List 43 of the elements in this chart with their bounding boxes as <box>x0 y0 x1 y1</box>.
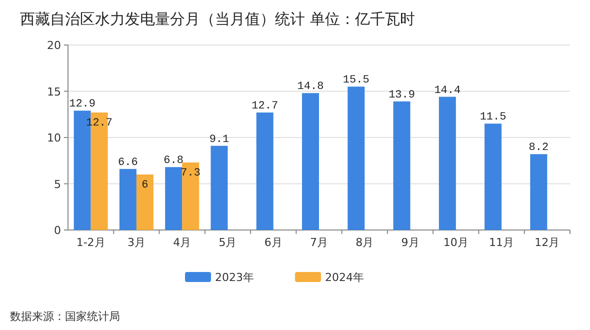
data-label: 14.8 <box>297 81 324 94</box>
x-tick-label: 6月 <box>264 236 282 249</box>
bar <box>119 168 136 230</box>
data-label: 9.1 <box>209 134 230 146</box>
x-tick-label: 4月 <box>173 236 192 249</box>
data-label: 14.4 <box>434 84 462 97</box>
x-tick-label: 3月 <box>127 236 146 249</box>
data-label: 13.9 <box>388 89 415 102</box>
x-tick-label: 11月 <box>489 236 514 249</box>
x-tick-label: 1-2月 <box>76 236 106 249</box>
source-note: 数据来源：国家统计局 <box>10 310 120 323</box>
x-tick-label: 10月 <box>443 236 468 249</box>
y-tick-label: 20 <box>47 39 61 52</box>
data-label: 6.6 <box>118 156 138 169</box>
legend-label: 2024年 <box>325 271 364 284</box>
data-label: 12.7 <box>252 100 278 113</box>
data-label: 6 <box>142 180 148 192</box>
bar <box>256 112 274 230</box>
x-tick-label: 8月 <box>356 236 374 249</box>
bar <box>165 167 182 230</box>
legend-label: 2023年 <box>215 271 254 284</box>
y-tick-label: 5 <box>54 178 61 191</box>
bar <box>348 86 365 230</box>
data-label: 15.5 <box>342 74 370 87</box>
bar <box>136 174 154 230</box>
bar <box>530 154 548 230</box>
bar <box>438 96 456 230</box>
y-tick-label: 15 <box>47 85 61 98</box>
y-tick-label: 10 <box>47 132 61 144</box>
bar <box>484 124 502 230</box>
bar <box>210 146 228 230</box>
x-tick-label: 12月 <box>534 236 560 249</box>
data-label: 6.8 <box>164 155 184 168</box>
data-label: 12.9 <box>69 98 96 111</box>
x-tick-label: 9月 <box>401 236 420 249</box>
bar <box>393 101 410 230</box>
data-label: 8.2 <box>528 142 549 154</box>
x-tick-label: 7月 <box>310 236 328 249</box>
bar <box>302 93 319 230</box>
title: 西藏自治区水力发电量分月（当月值）统计 单位：亿千瓦时 <box>20 10 415 28</box>
x-tick-label: 5月 <box>218 236 237 249</box>
y-tick-label: 0 <box>54 224 61 237</box>
data-label: 11.5 <box>480 112 506 124</box>
